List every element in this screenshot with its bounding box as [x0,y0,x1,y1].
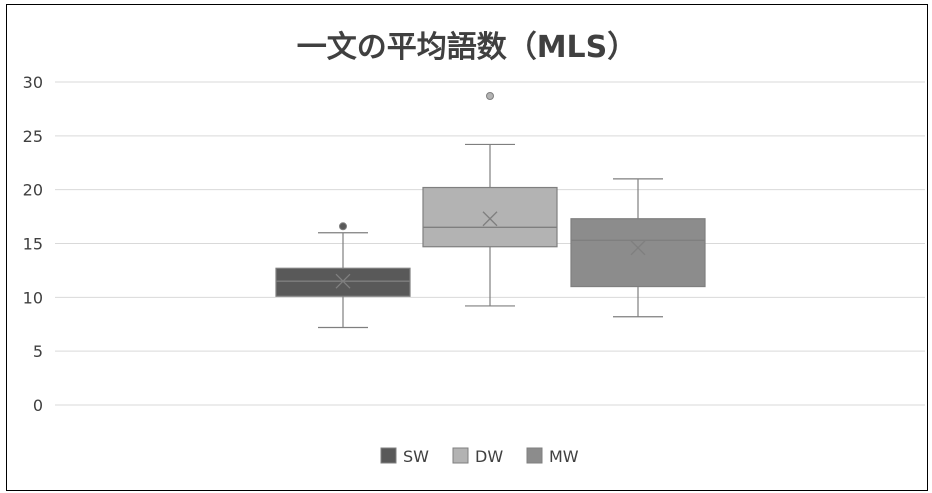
y-tick-label: 15 [23,235,43,254]
legend-item-mw: MW [526,447,579,466]
legend-swatch [526,447,543,464]
y-axis-ticks: 0 5 10 15 20 25 30 [23,73,43,415]
y-tick-label: 25 [23,127,43,146]
iqr-box [570,218,706,288]
mean-marker [630,240,646,256]
y-tick-label: 20 [23,181,43,200]
legend-item-sw: SW [380,447,429,466]
box-sw [275,222,411,329]
y-tick-label: 10 [23,288,43,307]
y-tick-label: 0 [33,396,43,415]
chart-title: 一文の平均語数（MLS） [297,30,638,65]
plot-area [275,91,706,329]
legend-swatch [452,447,469,464]
y-tick-label: 5 [33,342,43,361]
box-dw [422,91,558,307]
iqr-box [275,267,411,297]
outlier-point [486,91,494,100]
legend-label: SW [403,447,429,466]
legend-item-dw: DW [452,447,503,466]
legend-label: MW [549,447,579,466]
legend-swatch [380,447,397,464]
legend: SW DW MW [380,447,579,466]
iqr-box [422,186,558,248]
box-plot-chart: 一文の平均語数（MLS） 0 5 10 15 20 25 30 SW DW MW [23,30,925,466]
y-tick-label: 30 [23,73,43,92]
chart-frame: 一文の平均語数（MLS） 0 5 10 15 20 25 30 SW DW MW [6,4,928,491]
mean-marker [335,273,351,289]
outlier-point [339,222,347,231]
legend-label: DW [475,447,503,466]
mean-marker [482,211,498,227]
box-mw [570,178,706,318]
